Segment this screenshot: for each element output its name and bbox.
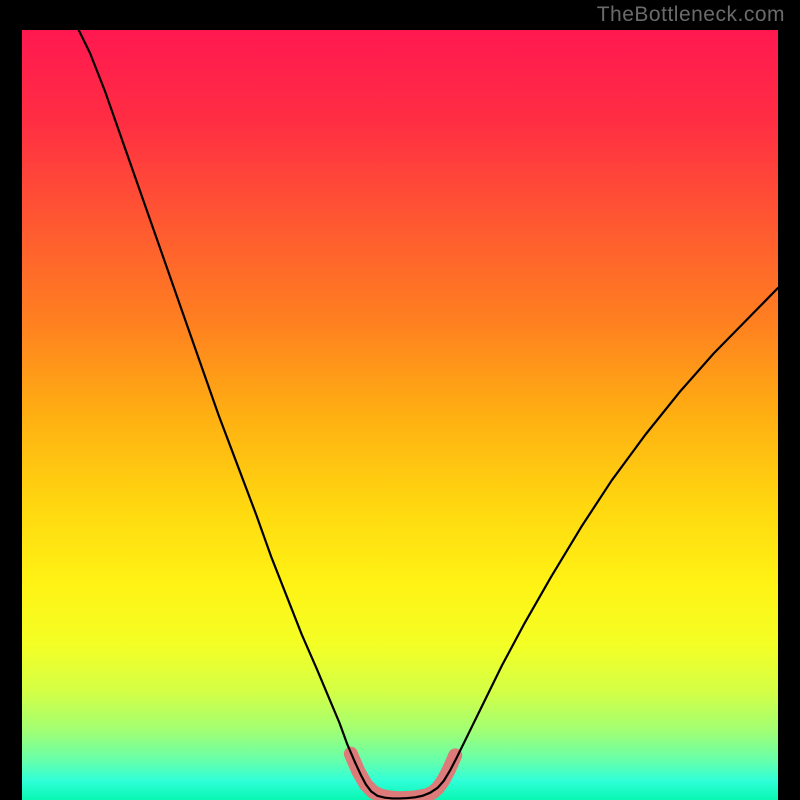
chart-background bbox=[22, 30, 778, 800]
bottleneck-chart bbox=[22, 30, 778, 800]
watermark-text: TheBottleneck.com bbox=[597, 3, 785, 27]
